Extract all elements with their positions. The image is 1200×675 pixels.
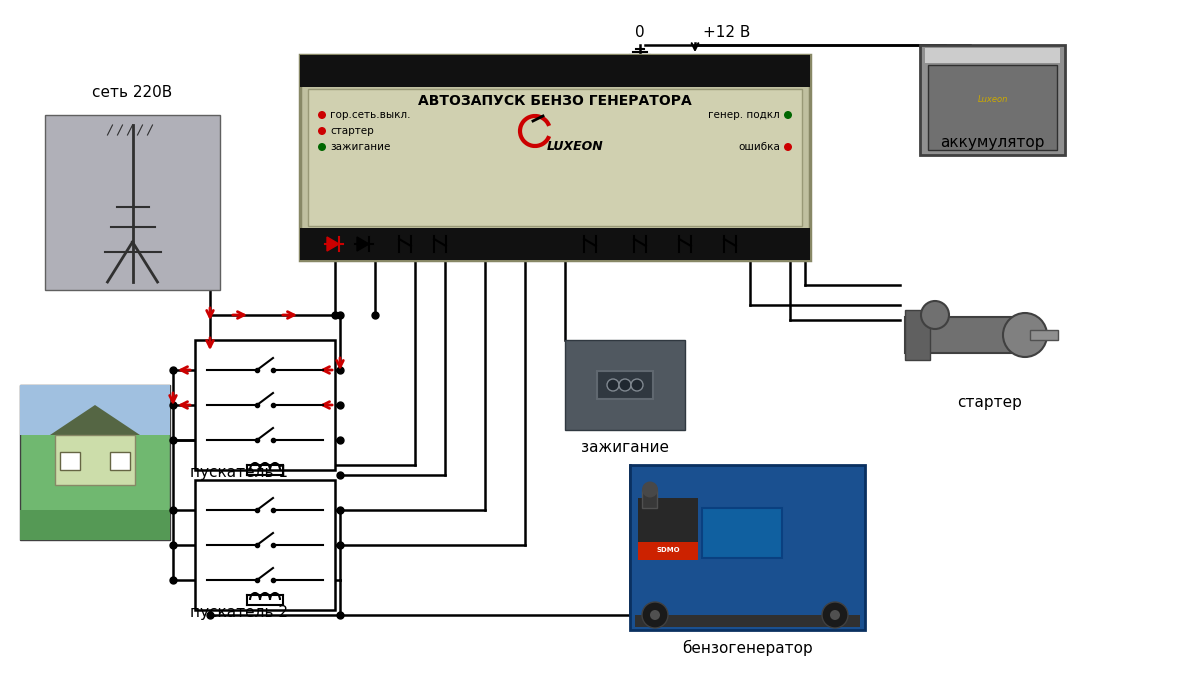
Circle shape <box>619 379 631 391</box>
Text: генер. подкл: генер. подкл <box>708 110 780 120</box>
Bar <box>308 89 802 226</box>
Polygon shape <box>50 405 140 435</box>
Bar <box>920 45 1066 155</box>
Text: стартер: стартер <box>330 126 373 136</box>
Bar <box>300 228 810 260</box>
Bar <box>300 55 810 87</box>
Bar <box>635 615 860 627</box>
Text: +12 В: +12 В <box>703 25 750 40</box>
Bar <box>194 340 335 470</box>
Bar <box>20 385 170 435</box>
Text: АВТОЗАПУСК БЕНЗО ГЕНЕРАТОРА: АВТОЗАПУСК БЕНЗО ГЕНЕРАТОРА <box>418 94 692 108</box>
Bar <box>55 435 134 485</box>
Circle shape <box>822 602 848 628</box>
Bar <box>638 541 698 560</box>
Bar <box>702 508 782 558</box>
Text: пускатель 2: пускатель 2 <box>190 605 288 620</box>
Text: пускатель 1: пускатель 1 <box>190 465 288 480</box>
Text: зажигание: зажигание <box>330 142 390 152</box>
Bar <box>905 317 1025 353</box>
Bar <box>60 452 80 470</box>
Bar <box>20 510 170 540</box>
Circle shape <box>318 143 326 151</box>
Bar <box>630 465 865 630</box>
Bar <box>565 340 685 430</box>
Circle shape <box>1003 313 1046 357</box>
Polygon shape <box>326 237 340 251</box>
Text: 0: 0 <box>635 25 644 40</box>
Circle shape <box>922 301 949 329</box>
Circle shape <box>784 111 792 119</box>
Circle shape <box>318 111 326 119</box>
Bar <box>925 48 1060 63</box>
Text: ошибка: ошибка <box>738 142 780 152</box>
Text: стартер: стартер <box>958 395 1022 410</box>
Circle shape <box>607 379 619 391</box>
Bar <box>1030 330 1058 340</box>
Text: бензогенератор: бензогенератор <box>682 640 812 656</box>
Bar <box>900 285 1060 385</box>
Bar <box>642 489 658 508</box>
Bar <box>905 310 930 360</box>
Bar <box>20 385 170 540</box>
Circle shape <box>642 481 658 497</box>
Circle shape <box>642 602 668 628</box>
Circle shape <box>318 127 326 135</box>
Circle shape <box>650 610 660 620</box>
Text: LUXEON: LUXEON <box>547 140 604 153</box>
Text: Luxeon: Luxeon <box>977 95 1008 105</box>
Bar <box>110 452 130 470</box>
Circle shape <box>784 143 792 151</box>
Polygon shape <box>358 237 370 251</box>
Bar <box>300 55 810 260</box>
Text: аккумулятор: аккумулятор <box>941 135 1045 150</box>
Bar <box>638 497 698 543</box>
Text: SDMO: SDMO <box>656 547 680 554</box>
Bar <box>928 65 1057 150</box>
Circle shape <box>631 379 643 391</box>
Text: зажигание: зажигание <box>581 440 670 455</box>
Text: сеть 220В: сеть 220В <box>92 85 173 100</box>
Bar <box>194 480 335 610</box>
Bar <box>46 115 220 290</box>
Circle shape <box>830 610 840 620</box>
Text: гор.сеть.выкл.: гор.сеть.выкл. <box>330 110 410 120</box>
Bar <box>598 371 653 399</box>
